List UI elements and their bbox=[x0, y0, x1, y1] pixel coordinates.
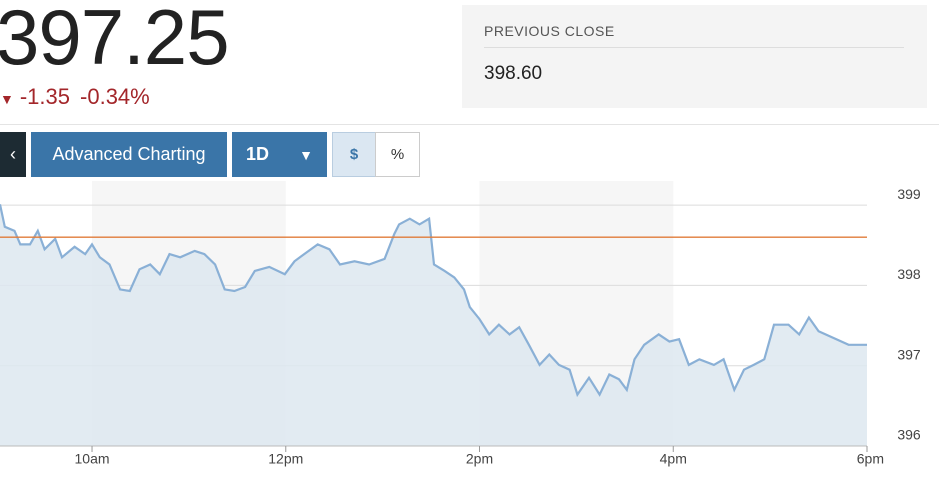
divider bbox=[484, 47, 904, 48]
back-button[interactable]: ‹ bbox=[0, 132, 26, 177]
range-label: 1D bbox=[246, 144, 270, 164]
x-tick-label: 4pm bbox=[660, 451, 687, 467]
range-dropdown[interactable]: 1D ▼ bbox=[232, 132, 327, 177]
previous-close-label: PREVIOUS CLOSE bbox=[484, 23, 615, 39]
advanced-charting-button[interactable]: Advanced Charting bbox=[31, 132, 227, 177]
previous-close-value: 398.60 bbox=[484, 63, 543, 84]
x-tick-label: 2pm bbox=[466, 451, 493, 467]
y-tick-label: 397 bbox=[897, 346, 921, 362]
y-tick-label: 396 bbox=[897, 427, 921, 443]
x-tick-label: 12pm bbox=[268, 451, 303, 467]
x-tick-label: 10am bbox=[75, 451, 110, 467]
price-change: ▼ -1.35 -0.34% bbox=[0, 84, 160, 110]
y-tick-label: 398 bbox=[897, 266, 921, 282]
down-arrow: ▼ bbox=[0, 91, 14, 107]
price-line bbox=[0, 204, 867, 398]
dropdown-arrow: ▼ bbox=[299, 146, 313, 163]
change-percent: -0.34% bbox=[80, 84, 150, 109]
dollar-toggle[interactable]: $ bbox=[332, 132, 376, 177]
separator bbox=[0, 124, 939, 125]
previous-close-box: PREVIOUS CLOSE 398.60 bbox=[462, 5, 927, 108]
x-tick-label: 6pm bbox=[857, 451, 884, 467]
area bbox=[0, 204, 867, 446]
change: -1.35 bbox=[19, 84, 71, 109]
y-tick-label: 399 bbox=[897, 186, 921, 202]
percent-toggle[interactable]: % bbox=[375, 132, 420, 177]
price: 397.25 bbox=[0, 0, 230, 81]
